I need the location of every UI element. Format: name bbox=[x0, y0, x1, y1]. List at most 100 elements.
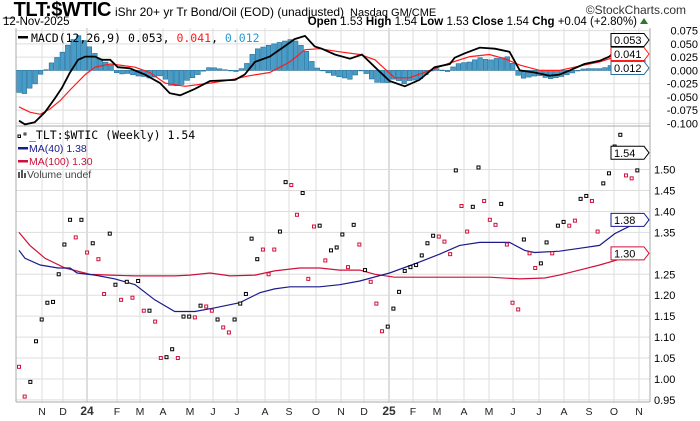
price-point bbox=[221, 325, 226, 330]
x-tick-label: J bbox=[510, 406, 515, 418]
price-point bbox=[192, 315, 197, 320]
price-point bbox=[300, 191, 305, 196]
price-point bbox=[170, 347, 175, 352]
histogram-bar bbox=[580, 68, 586, 71]
histogram-bar bbox=[596, 68, 603, 71]
symbol-description: iShr 20+ yr Tr Bond/Oil (EOD) (unadjuste… bbox=[114, 5, 345, 19]
price-point bbox=[153, 319, 158, 324]
price-point bbox=[136, 278, 141, 283]
low-value: 1.53 bbox=[446, 16, 469, 28]
x-tick-label: D bbox=[59, 406, 67, 418]
ma100-last-tag-text: 1.30 bbox=[614, 248, 635, 260]
high-value: 1.54 bbox=[394, 16, 418, 28]
price-point bbox=[380, 329, 385, 334]
histogram-bar bbox=[70, 39, 76, 71]
price-point bbox=[482, 198, 487, 203]
chart-date: 12-Nov-2025 bbox=[3, 16, 70, 28]
macd-last-tag: 0.053 bbox=[610, 33, 650, 47]
histogram-legend-value: 0.012 bbox=[225, 31, 260, 45]
histogram-bar bbox=[27, 70, 33, 89]
histogram-bar bbox=[314, 67, 320, 71]
price-y-tick-label: 1.50 bbox=[654, 165, 675, 177]
histogram-bar bbox=[336, 70, 342, 77]
price-point bbox=[363, 268, 368, 273]
histogram-bar bbox=[157, 70, 163, 77]
histogram-bar bbox=[86, 46, 93, 71]
price-point bbox=[215, 317, 220, 322]
price-point bbox=[567, 223, 572, 228]
price-point bbox=[141, 308, 146, 313]
symbol-title: _TLT:$WTIC bbox=[3, 0, 111, 21]
histogram-bar bbox=[575, 70, 581, 72]
histogram-bar bbox=[43, 69, 49, 71]
up-arrow-icon bbox=[640, 18, 648, 24]
x-tick-label: 24 bbox=[80, 404, 94, 418]
ma40-last-tag: 1.38 bbox=[610, 212, 650, 227]
price-point bbox=[22, 394, 27, 399]
price-point bbox=[448, 252, 453, 257]
x-tick-label: A bbox=[159, 406, 166, 418]
x-tick-label: J bbox=[536, 406, 541, 418]
histogram-last-tag-box bbox=[610, 61, 650, 75]
price-y-tick-label: 1.10 bbox=[654, 332, 675, 344]
price-point bbox=[351, 222, 356, 227]
histogram-bar bbox=[244, 63, 250, 71]
x-tick-label: M bbox=[485, 406, 494, 418]
macd-y-tick-label: -0.025 bbox=[667, 79, 698, 91]
price-point bbox=[209, 308, 214, 313]
histogram-bar bbox=[298, 45, 304, 71]
price-point bbox=[113, 282, 118, 287]
histogram-bar bbox=[233, 70, 239, 72]
price-point bbox=[340, 232, 345, 237]
price-point bbox=[538, 261, 543, 266]
stockcharts-logo[interactable]: ©StockCharts.com bbox=[585, 3, 686, 17]
price-point bbox=[28, 379, 33, 384]
price-point bbox=[623, 173, 628, 178]
price-point bbox=[516, 307, 521, 312]
price-point bbox=[306, 276, 311, 281]
histogram-bar bbox=[396, 70, 402, 81]
histogram-bar bbox=[32, 70, 38, 85]
price-legend: _TLT:$WTIC (Weekly) 1.54 bbox=[29, 128, 195, 142]
price-y-tick-label: 1.05 bbox=[654, 353, 675, 365]
price-point bbox=[34, 339, 39, 344]
price-point bbox=[402, 268, 407, 273]
histogram-bar bbox=[276, 42, 282, 71]
price-point bbox=[164, 355, 169, 360]
histogram-bar bbox=[108, 64, 114, 71]
macd-y-tick-label: 0.000 bbox=[670, 65, 698, 77]
price-point bbox=[346, 265, 351, 270]
price-y-tick-label: 1.15 bbox=[654, 311, 675, 323]
ma100-last-tag: 1.30 bbox=[610, 246, 650, 260]
price-point bbox=[85, 250, 90, 255]
histogram-bar bbox=[227, 70, 234, 72]
x-tick-label: S bbox=[285, 406, 292, 418]
histogram-bar bbox=[113, 70, 120, 73]
macd-legend-value: 0.053 bbox=[128, 31, 163, 45]
histogram-bar bbox=[282, 40, 288, 71]
price-point bbox=[317, 223, 322, 228]
x-tick-label: N bbox=[38, 406, 46, 418]
ma100-legend-swatch bbox=[18, 160, 28, 163]
histogram-bar bbox=[271, 43, 277, 71]
price-point bbox=[255, 257, 260, 262]
price-point bbox=[493, 222, 498, 227]
price-legend-marker2 bbox=[23, 132, 27, 136]
price-point bbox=[158, 356, 163, 361]
price-point bbox=[79, 217, 84, 222]
histogram-bar bbox=[38, 70, 44, 75]
macd-y-tick-label: -0.100 bbox=[667, 118, 698, 130]
macd-last-tag-text: 0.053 bbox=[614, 35, 642, 47]
x-tick-label: N bbox=[635, 406, 643, 418]
price-point bbox=[102, 291, 107, 296]
ma100-line bbox=[18, 232, 644, 280]
x-tick-label: 25 bbox=[382, 404, 396, 418]
price-point bbox=[408, 265, 413, 270]
price-y-tick-label: 1.40 bbox=[654, 206, 675, 218]
ma40-legend-swatch bbox=[18, 147, 28, 150]
axes: N D 24 F M A M J J A S O N D 25 F M A M J J A S O N0.0750.0500.0… bbox=[15, 26, 698, 418]
price-point bbox=[266, 272, 271, 277]
histogram-bar bbox=[401, 70, 407, 84]
close-value: 1.54 bbox=[506, 16, 529, 28]
